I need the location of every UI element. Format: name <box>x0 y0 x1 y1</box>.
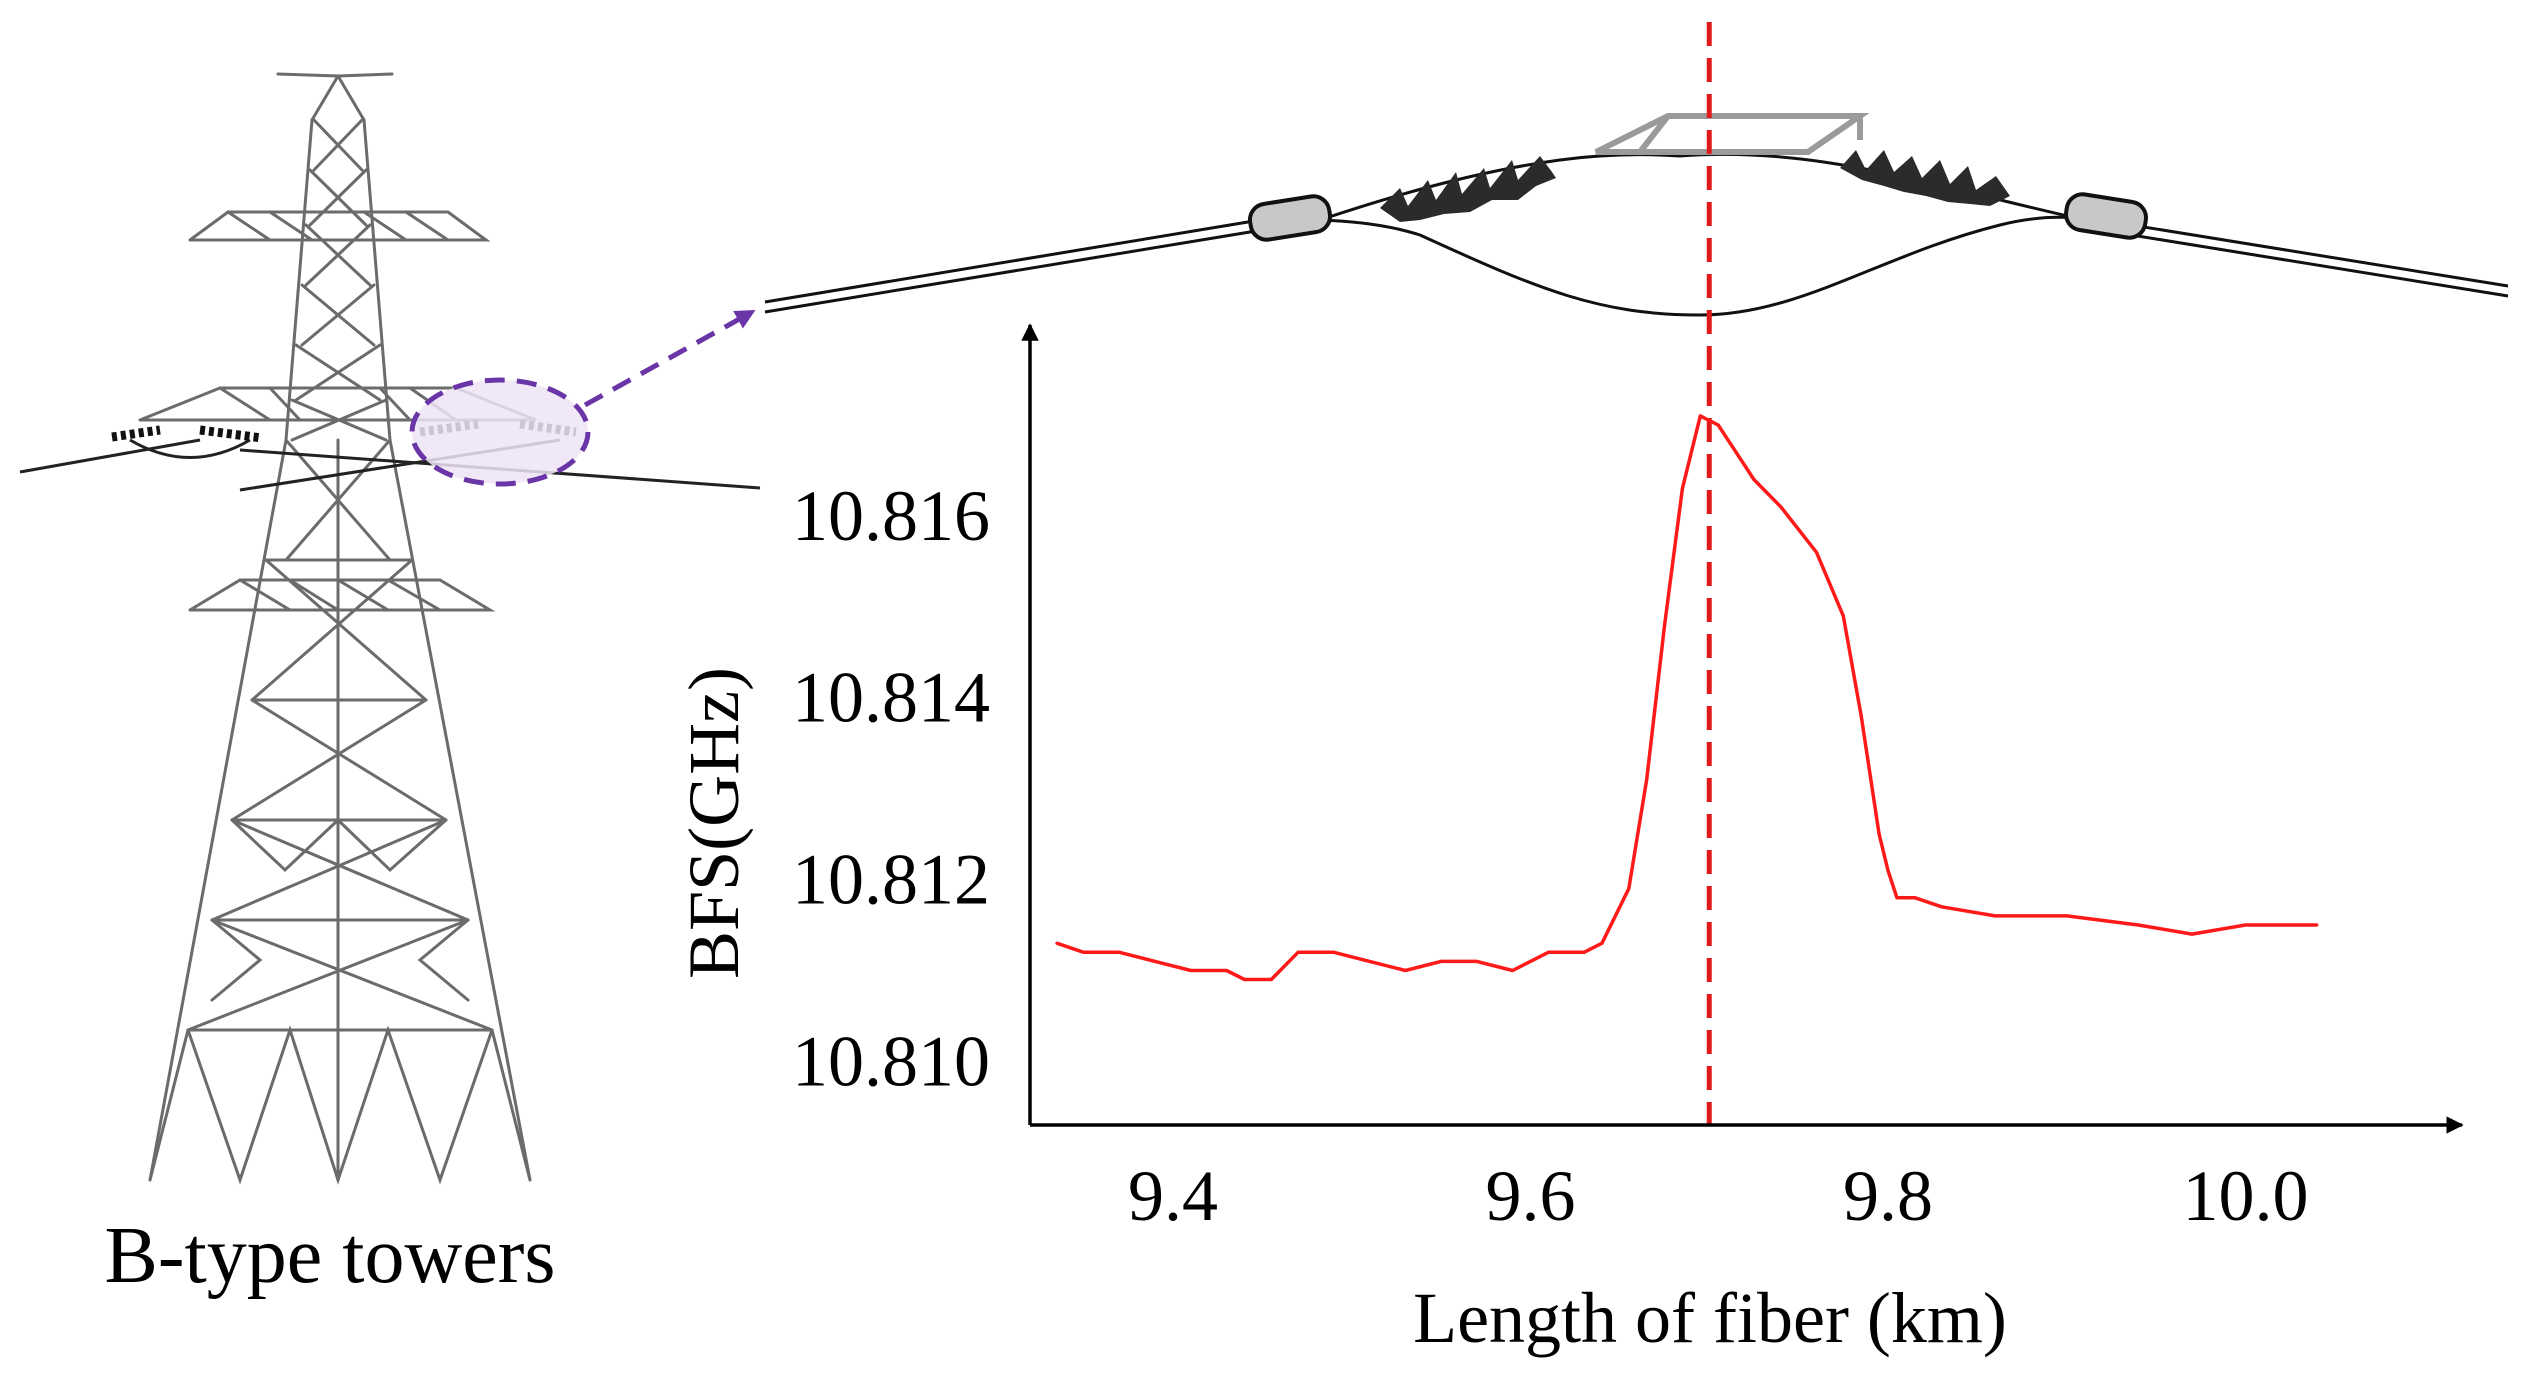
bfs-data-point <box>1296 950 1300 954</box>
spacer-damper-icon <box>1594 113 1870 155</box>
bfs-data-point <box>2190 932 2194 936</box>
bfs-data-point <box>1734 450 1738 454</box>
y-tick-label: 10.812 <box>792 840 990 920</box>
bfs-data-point <box>1698 414 1702 418</box>
bfs-data-points <box>1055 414 2319 981</box>
y-ticks: 10.810 10.812 10.814 10.816 <box>792 476 990 1101</box>
bfs-data-point <box>1439 959 1443 963</box>
caption: B-type towers <box>104 1212 555 1300</box>
bfs-data-point <box>1403 969 1407 972</box>
cable-clamp-icon <box>1247 192 2149 242</box>
bfs-data-point <box>1055 941 1059 945</box>
bfs-data-point <box>1779 505 1783 509</box>
bfs-data-point <box>1243 978 1246 981</box>
bfs-data-point <box>1645 778 1649 781</box>
bfs-data-point <box>2136 923 2140 927</box>
callout-highlight <box>409 309 756 487</box>
bfs-data-point <box>1153 959 1157 963</box>
bfs-data-point <box>1680 487 1684 491</box>
bfs-data-point <box>1189 969 1193 972</box>
x-ticks: 9.4 9.6 9.8 10.0 <box>1128 1156 2309 1236</box>
bfs-data-point <box>1332 950 1336 954</box>
x-axis-title: Length of fiber (km) <box>1413 1278 2007 1358</box>
bfs-data-point <box>1859 714 1863 718</box>
bfs-data-point <box>1117 950 1121 954</box>
bfs-data-point <box>1716 423 1720 427</box>
y-tick-label: 10.810 <box>792 1021 990 1101</box>
x-tick-label: 9.8 <box>1843 1156 1933 1236</box>
bfs-data-point <box>1546 950 1550 954</box>
bfs-data-point <box>1269 978 1273 981</box>
x-tick-label: 9.4 <box>1128 1156 1218 1236</box>
bfs-data-point <box>2065 914 2069 918</box>
bfs-chart: 10.810 10.812 10.814 10.816 9.4 9.6 9.8 10.0 B… <box>674 22 2464 1358</box>
bfs-series-line <box>1056 414 2317 982</box>
x-tick-label: 9.6 <box>1486 1156 1576 1236</box>
insulator-string-icon <box>1380 150 2010 222</box>
bfs-data-point <box>1225 969 1229 972</box>
bfs-data-point <box>1082 950 1086 954</box>
y-tick-label: 10.816 <box>792 476 990 556</box>
transmission-tower-icon <box>138 72 537 1185</box>
bfs-data-point <box>1895 896 1899 900</box>
bfs-data-point <box>1663 623 1667 627</box>
bfs-data-point <box>1627 887 1631 891</box>
bfs-data-point <box>1511 969 1515 972</box>
bfs-data-point <box>1475 959 1479 963</box>
bfs-data-point <box>1877 832 1881 836</box>
bfs-data-point <box>2244 923 2247 927</box>
bfs-data-point <box>1582 950 1586 954</box>
bfs-data-point <box>1841 614 1845 618</box>
bfs-data-point <box>1368 959 1372 963</box>
bfs-data-point <box>1913 896 1917 900</box>
y-tick-label: 10.814 <box>792 658 990 738</box>
bfs-data-point <box>1752 478 1756 481</box>
x-tick-label: 10.0 <box>2183 1156 2309 1236</box>
ground-wire <box>764 152 2509 317</box>
bfs-data-point <box>1940 905 1944 909</box>
y-axis-title: BFS(GHz) <box>674 667 754 979</box>
bfs-data-point <box>2315 923 2319 927</box>
bfs-data-point <box>1993 914 1997 918</box>
bfs-data-point <box>1600 941 1604 945</box>
bfs-data-point <box>1815 550 1818 554</box>
bfs-data-point <box>1886 869 1890 872</box>
